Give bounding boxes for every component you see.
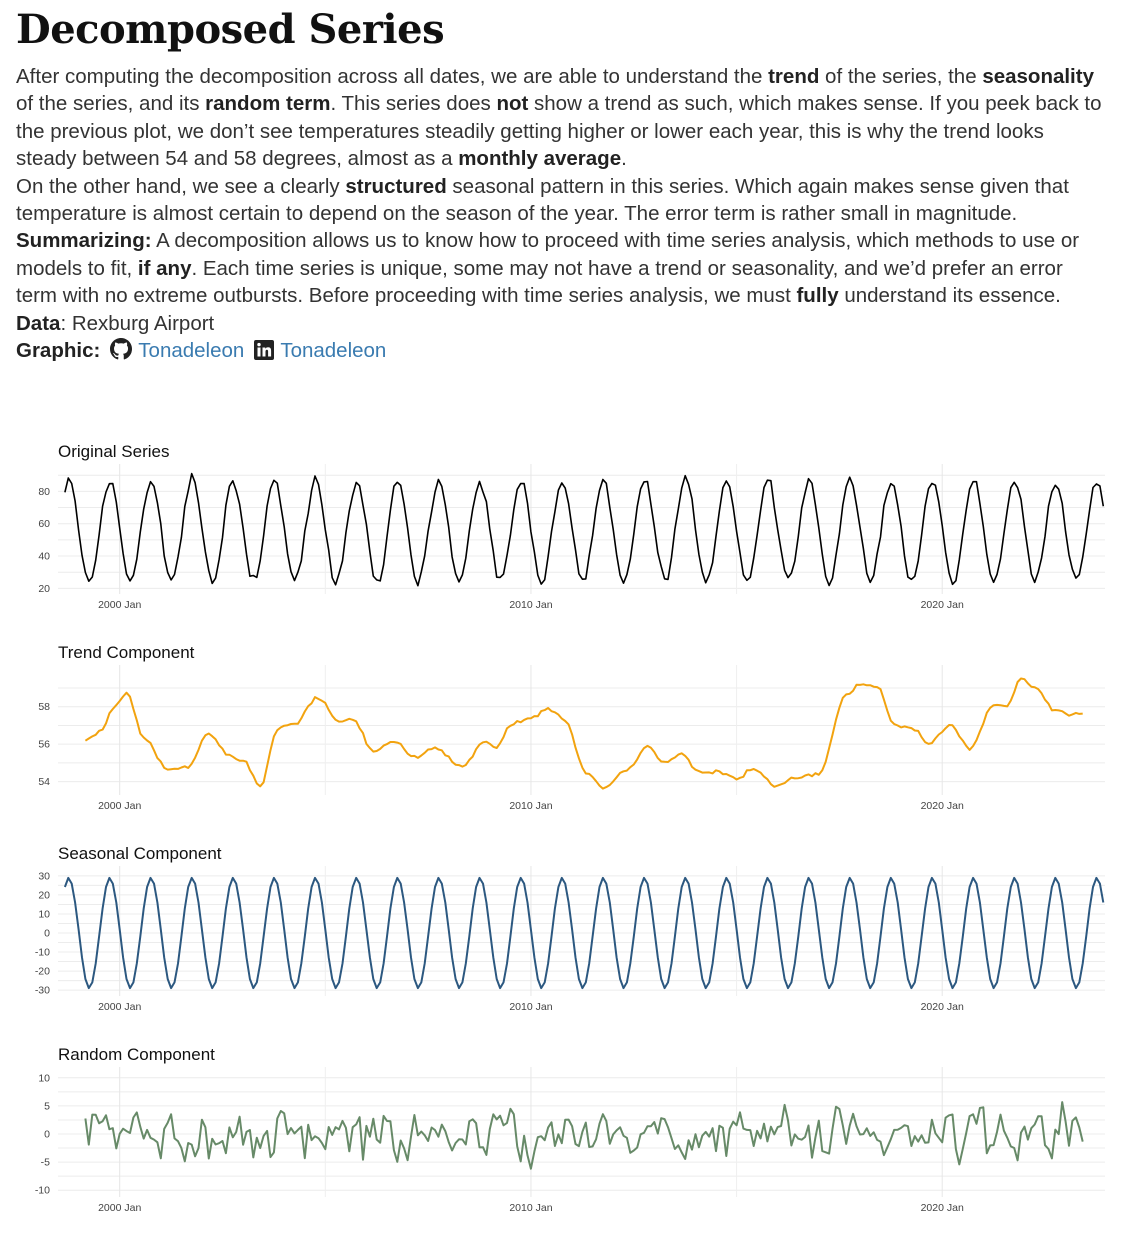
y-tick-label: 10 xyxy=(38,1072,50,1084)
series-line xyxy=(63,876,1105,990)
original-series-plot: 20 40 60 80 2000 Jan 2010 Jan 2020 Jan xyxy=(38,464,1105,611)
linkedin-icon[interactable] xyxy=(254,340,275,367)
series-line xyxy=(84,1101,1084,1170)
x-tick-label: 2010 Jan xyxy=(509,800,552,812)
graphic-label: Graphic: xyxy=(16,339,101,363)
y-tick-label: -5 xyxy=(41,1157,50,1169)
y-tick-label: 0 xyxy=(44,1129,50,1141)
paragraph-seasonal: On the other hand, we see a clearly stru… xyxy=(16,174,1069,226)
x-tick-label: 2000 Jan xyxy=(98,1202,141,1214)
chart-title: Seasonal Component xyxy=(58,844,222,863)
x-tick-label: 2020 Jan xyxy=(921,1001,964,1013)
y-tick-label: 10 xyxy=(38,908,50,920)
y-tick-label: 56 xyxy=(38,739,50,751)
original-series-chart: Original Series 20 40 60 80 2000 Jan 2010 Jan… xyxy=(0,442,1125,617)
y-tick-label: 5 xyxy=(44,1100,50,1112)
random-component-chart: Random Component 10 5 0 -5 -10 2000 Jan 2010 J… xyxy=(0,1045,1125,1220)
x-tick-label: 2000 Jan xyxy=(98,599,141,611)
grid xyxy=(58,665,1105,795)
series-line xyxy=(84,677,1083,790)
x-tick-label: 2020 Jan xyxy=(921,800,964,812)
y-tick-label: 80 xyxy=(38,486,50,498)
y-tick-label: -10 xyxy=(35,947,50,959)
data-label: Data xyxy=(16,311,61,335)
trend-component-chart: Trend Component 54 56 58 2000 Jan 2010 Jan 20… xyxy=(0,643,1125,818)
page-title: Decomposed Series xyxy=(16,6,445,53)
chart-title: Random Component xyxy=(58,1045,215,1064)
y-tick-label: 20 xyxy=(38,889,50,901)
x-tick-label: 2010 Jan xyxy=(509,1001,552,1013)
y-tick-label: -30 xyxy=(35,985,50,997)
x-tick-label: 2020 Jan xyxy=(921,599,964,611)
graphic-credit: Graphic: Tonadeleon Tonadeleon xyxy=(16,337,1106,367)
chart-title: Original Series xyxy=(58,442,170,461)
x-tick-label: 2010 Jan xyxy=(509,1202,552,1214)
grid xyxy=(58,464,1105,594)
chart-title: Trend Component xyxy=(58,643,195,662)
y-tick-label: 0 xyxy=(44,928,50,940)
y-tick-label: 30 xyxy=(38,870,50,882)
y-tick-label: 40 xyxy=(38,551,50,563)
seasonal-component-plot: 30 20 10 0 -10 -20 -30 2000 Jan 2010 Jan 2020 Jan xyxy=(35,866,1105,1013)
x-tick-label: 2000 Jan xyxy=(98,1001,141,1013)
data-source: Data: Rexburg Airport xyxy=(16,310,1106,337)
grid xyxy=(58,866,1105,996)
paragraph-trend: After computing the decomposition across… xyxy=(16,65,1102,171)
github-icon[interactable] xyxy=(110,338,133,367)
y-tick-label: 58 xyxy=(38,701,50,713)
y-tick-label: 54 xyxy=(38,776,50,788)
y-tick-label: -10 xyxy=(35,1185,50,1197)
y-tick-label: 20 xyxy=(38,583,50,595)
linkedin-link[interactable]: Tonadeleon xyxy=(280,339,387,363)
y-tick-label: 60 xyxy=(38,518,50,530)
series-line xyxy=(64,472,1105,587)
x-tick-label: 2000 Jan xyxy=(98,800,141,812)
seasonal-component-chart: Seasonal Component 30 20 10 0 -10 -20 -30 2000 … xyxy=(0,844,1125,1019)
trend-component-plot: 54 56 58 2000 Jan 2010 Jan 2020 Jan xyxy=(38,665,1105,812)
github-link[interactable]: Tonadeleon xyxy=(138,339,245,363)
description: After computing the decomposition across… xyxy=(16,63,1106,367)
random-component-plot: 10 5 0 -5 -10 2000 Jan 2010 Jan 2020 Jan xyxy=(35,1067,1105,1214)
paragraph-summary: Summarizing: A decomposition allows us t… xyxy=(16,229,1080,308)
x-tick-label: 2020 Jan xyxy=(921,1202,964,1214)
y-tick-label: -20 xyxy=(35,966,50,978)
data-value: : Rexburg Airport xyxy=(60,311,215,335)
x-tick-label: 2010 Jan xyxy=(509,599,552,611)
